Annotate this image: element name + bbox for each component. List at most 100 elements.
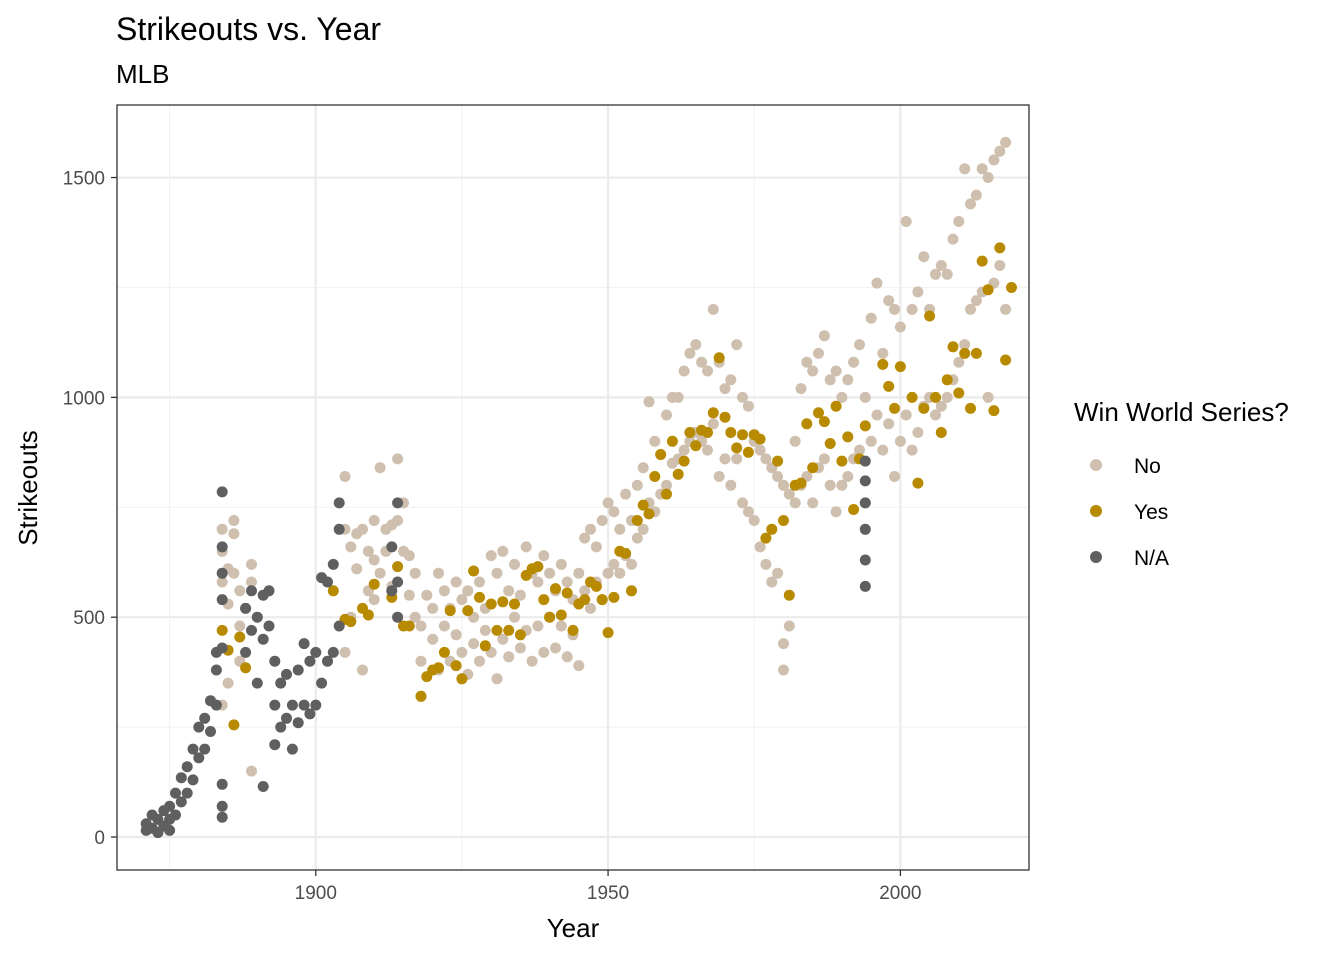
data-point xyxy=(889,471,900,482)
data-point xyxy=(649,471,661,482)
data-point xyxy=(941,374,953,386)
data-point xyxy=(327,585,339,597)
data-point xyxy=(538,550,550,562)
data-point xyxy=(626,558,637,570)
data-point xyxy=(579,594,591,606)
data-point xyxy=(438,620,450,632)
data-point xyxy=(690,440,702,452)
data-point xyxy=(286,699,298,711)
data-point xyxy=(216,567,228,579)
data-point xyxy=(468,565,480,577)
data-point xyxy=(216,486,228,498)
data-point xyxy=(275,677,287,689)
data-point xyxy=(520,541,532,553)
y-axis: 0 500 1000 1500 xyxy=(63,169,117,849)
data-point xyxy=(935,260,947,271)
data-point xyxy=(491,624,503,636)
data-point xyxy=(450,576,462,588)
data-point xyxy=(678,444,690,456)
data-point xyxy=(456,594,468,606)
data-point xyxy=(643,396,655,408)
data-point xyxy=(789,435,801,447)
data-point xyxy=(877,444,889,456)
data-point xyxy=(474,576,485,588)
data-point xyxy=(392,515,404,526)
data-point xyxy=(742,446,754,458)
data-point xyxy=(240,646,252,658)
data-point xyxy=(573,660,585,672)
series-n-a xyxy=(140,455,871,839)
data-point xyxy=(228,567,240,579)
data-point xyxy=(947,233,959,245)
data-point xyxy=(965,198,976,210)
data-point xyxy=(216,642,228,654)
data-point xyxy=(731,442,743,454)
data-point xyxy=(959,163,971,175)
data-point xyxy=(883,295,895,307)
data-point xyxy=(976,255,988,267)
data-point xyxy=(859,523,871,535)
data-point xyxy=(550,642,561,654)
data-point xyxy=(953,387,965,399)
data-point xyxy=(175,772,187,784)
data-point xyxy=(1000,354,1012,366)
data-point xyxy=(456,646,468,658)
data-point xyxy=(842,431,854,443)
data-point xyxy=(649,435,661,447)
x-axis-title: Year xyxy=(547,913,600,943)
data-point xyxy=(801,418,813,430)
data-point xyxy=(982,284,994,296)
data-point xyxy=(322,655,333,667)
data-point xyxy=(953,356,965,368)
data-point xyxy=(433,567,444,579)
data-point xyxy=(637,462,649,474)
data-point xyxy=(561,587,573,599)
data-point xyxy=(830,400,842,412)
data-point xyxy=(754,444,766,456)
data-point xyxy=(509,598,520,610)
data-point xyxy=(661,488,672,500)
data-point xyxy=(620,488,632,500)
data-point xyxy=(205,726,216,737)
data-points xyxy=(140,136,1017,839)
data-point xyxy=(848,504,860,515)
series-yes xyxy=(216,242,1017,731)
data-point xyxy=(824,374,836,386)
data-point xyxy=(707,407,719,419)
data-point xyxy=(959,347,971,359)
data-point xyxy=(310,699,322,711)
data-point xyxy=(468,638,480,650)
data-point xyxy=(538,646,550,658)
data-point xyxy=(509,611,520,623)
x-tick-label: 1950 xyxy=(587,883,629,904)
data-point xyxy=(678,365,690,377)
y-tick-label: 500 xyxy=(73,608,105,629)
legend-label: No xyxy=(1134,455,1161,478)
data-point xyxy=(316,677,328,689)
legend: Win World Series? No Yes N/A xyxy=(1074,397,1289,570)
legend-title: Win World Series? xyxy=(1074,397,1289,427)
data-point xyxy=(719,383,731,395)
data-point xyxy=(216,811,228,823)
data-point xyxy=(842,471,854,482)
data-point xyxy=(842,374,854,386)
data-point xyxy=(930,268,941,280)
data-point xyxy=(631,532,643,544)
data-point xyxy=(783,620,795,632)
data-point xyxy=(760,558,772,570)
data-point xyxy=(859,455,871,467)
data-point xyxy=(561,576,573,588)
data-point xyxy=(403,589,415,601)
data-point xyxy=(590,580,602,592)
data-point xyxy=(450,660,462,672)
legend-entries: No Yes N/A xyxy=(1090,455,1169,570)
data-point xyxy=(485,598,497,610)
data-point xyxy=(854,339,865,351)
data-point xyxy=(818,453,830,465)
data-point xyxy=(918,402,930,414)
data-point xyxy=(912,477,924,489)
data-point xyxy=(859,580,871,592)
major-gridlines xyxy=(117,105,1029,870)
